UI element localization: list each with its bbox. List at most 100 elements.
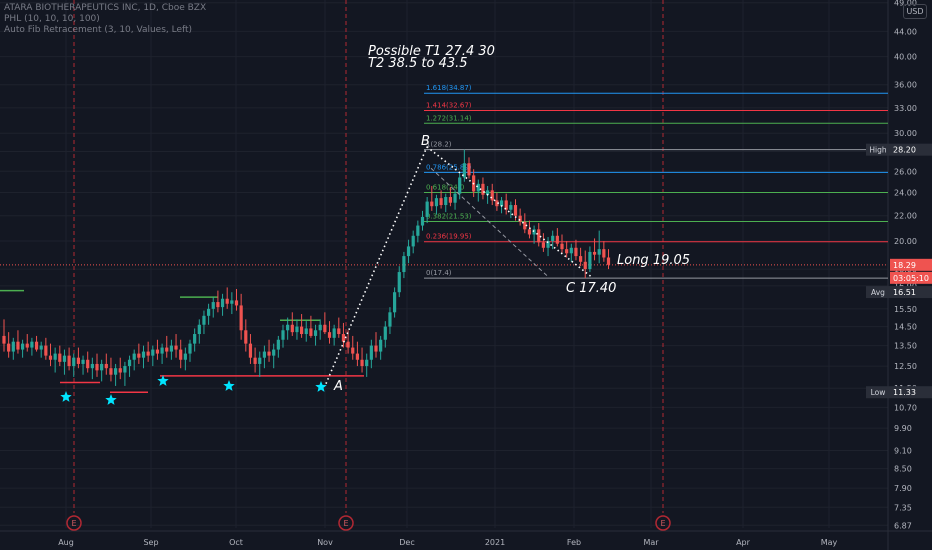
candle-body: [527, 229, 532, 235]
candle-body: [95, 363, 99, 371]
candle-body: [425, 201, 429, 217]
candle-body: [276, 339, 280, 350]
candle-body: [48, 355, 53, 360]
earnings-marker: [655, 515, 671, 531]
candle-body: [225, 298, 229, 304]
candle-body: [197, 324, 201, 335]
candle-body: [602, 249, 606, 258]
candle-body: [248, 343, 253, 358]
fib-level-label: 1.414(32.67): [426, 102, 472, 110]
candle-body: [606, 257, 611, 265]
candle-body: [286, 324, 290, 331]
star-marker-icon: [157, 375, 169, 386]
y-tick-label: 10.70: [894, 403, 917, 412]
candle-body: [453, 193, 457, 203]
price-tag-name-bg: [866, 286, 890, 299]
price-tag-name: Low: [871, 388, 886, 397]
price-tag-value: 28.20: [893, 146, 916, 155]
candle-body: [2, 335, 6, 344]
candle-body: [546, 241, 550, 248]
candle-body: [81, 359, 85, 364]
candle-body: [109, 368, 113, 375]
candle-body: [523, 221, 527, 230]
candle-body: [67, 355, 71, 367]
price-tag-name: High: [869, 146, 886, 155]
targets-annotation-line1: Possible T1 27.4 30: [368, 44, 495, 59]
candle-body: [444, 197, 448, 206]
candle-body: [439, 198, 443, 206]
candle-body: [355, 353, 359, 360]
candle-body: [21, 343, 25, 350]
candle-body: [323, 324, 327, 333]
candle-body: [360, 359, 364, 367]
candle-body: [569, 247, 573, 254]
earnings-marker-label: E: [660, 519, 665, 528]
y-tick-label: 26.00: [894, 167, 917, 176]
candle-body: [104, 363, 108, 369]
candle-body: [537, 229, 541, 243]
candle-body: [504, 200, 508, 210]
candle-body: [458, 177, 462, 194]
candle-body: [327, 332, 332, 338]
candle-body: [25, 343, 29, 348]
star-marker-icon: [223, 380, 235, 391]
candle-body: [220, 298, 225, 308]
candle-body: [462, 163, 466, 178]
x-tick-label: Oct: [229, 538, 243, 547]
candle-body: [123, 366, 127, 373]
symbol-title: ATARA BIOTHERAPEUTICS INC, 1D, Cboe BZX: [4, 3, 207, 13]
candle-body: [346, 341, 350, 348]
price-tag-name-bg: [866, 386, 890, 399]
y-tick-label: 36.00: [894, 81, 917, 90]
y-tick-label: 6.87: [894, 521, 912, 530]
candle-body: [560, 243, 564, 250]
candle-body: [16, 341, 20, 350]
candle-body: [137, 353, 141, 358]
candle-body: [574, 247, 578, 257]
price-tag-bg: [890, 258, 932, 271]
candle-body: [72, 357, 76, 367]
price-tag-value: 18.29: [893, 261, 916, 270]
candle-body: [11, 341, 15, 352]
candle-body: [127, 359, 132, 367]
candle-body: [579, 256, 583, 262]
candle-body: [565, 249, 569, 254]
candle-body: [58, 353, 62, 362]
candle-body: [337, 328, 341, 335]
x-tick-label: 2021: [485, 538, 505, 547]
candle-body: [476, 183, 480, 192]
y-tick-label: 44.00: [894, 27, 917, 36]
candle-body: [300, 326, 304, 335]
indicator-fib-label[interactable]: Auto Fib Retracement (3, 10, Values, Lef…: [4, 25, 193, 35]
candle-body: [272, 349, 276, 356]
candle-body: [397, 272, 401, 293]
candle-body: [393, 292, 397, 313]
candle-body: [481, 183, 485, 195]
candle-body: [258, 357, 262, 364]
candle-body: [518, 215, 522, 222]
long-annotation: Long 19.05: [617, 253, 691, 268]
candle-body: [118, 368, 122, 373]
candle-body: [309, 328, 313, 336]
candle-body: [151, 349, 155, 356]
candle-body: [39, 345, 43, 350]
y-tick-label: 12.50: [894, 362, 917, 371]
y-tick-label: 9.10: [894, 447, 912, 456]
candle-body: [592, 251, 597, 255]
y-tick-label: 7.35: [894, 503, 912, 512]
candle-body: [467, 163, 471, 176]
candle-body: [341, 334, 346, 342]
y-tick-label: 20.00: [894, 237, 917, 246]
price-tag-bg: [890, 386, 932, 399]
currency-badge[interactable]: USD: [903, 4, 927, 19]
candle-body: [132, 353, 136, 360]
indicator-phl-label[interactable]: PHL (10, 10, 10, 100): [4, 14, 100, 24]
point-b-annotation: B: [421, 134, 430, 149]
candle-body: [114, 368, 118, 375]
candle-body: [281, 330, 285, 340]
candle-body: [174, 345, 178, 350]
fib-level-label: 0.618(24.0: [426, 184, 464, 192]
candle-body: [411, 235, 415, 247]
y-tick-label: 49.00: [894, 0, 917, 8]
